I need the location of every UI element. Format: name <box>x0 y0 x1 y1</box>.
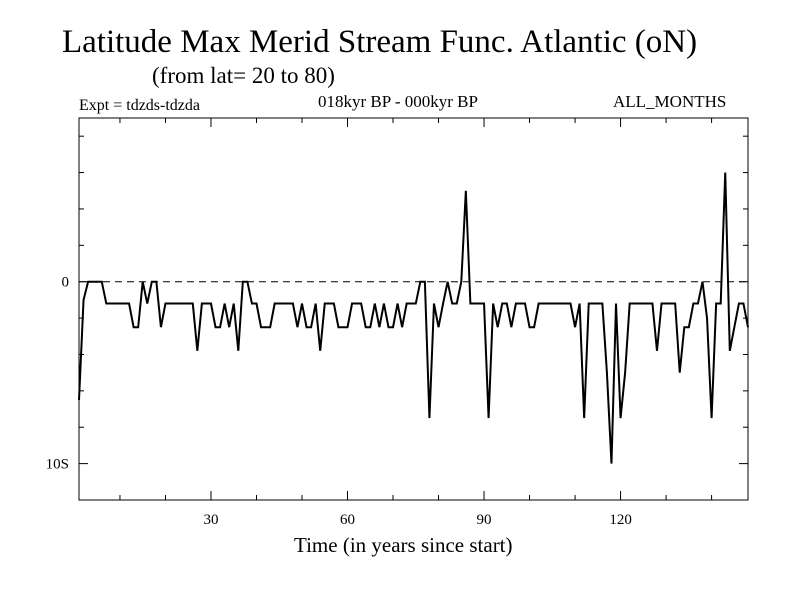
plot-frame <box>78 117 749 501</box>
x-tick-label: 90 <box>477 512 492 528</box>
chart-title: Latitude Max Merid Stream Func. Atlantic… <box>62 24 698 60</box>
series-line <box>78 172 749 464</box>
experiment-label: Expt = tdzds-tdzda <box>79 97 200 114</box>
x-tick-label: 30 <box>203 512 218 528</box>
months-label: ALL_MONTHS <box>613 92 727 111</box>
chart-subtitle: (from lat= 20 to 80) <box>152 63 335 88</box>
y-tick-label: 0 <box>62 275 70 291</box>
x-tick-label: 120 <box>609 512 632 528</box>
x-axis-label: Time (in years since start) <box>294 533 513 557</box>
y-tick-label: 10S <box>46 457 69 473</box>
period-label: 018kyr BP - 000kyr BP <box>318 92 478 111</box>
x-tick-label: 60 <box>340 512 355 528</box>
